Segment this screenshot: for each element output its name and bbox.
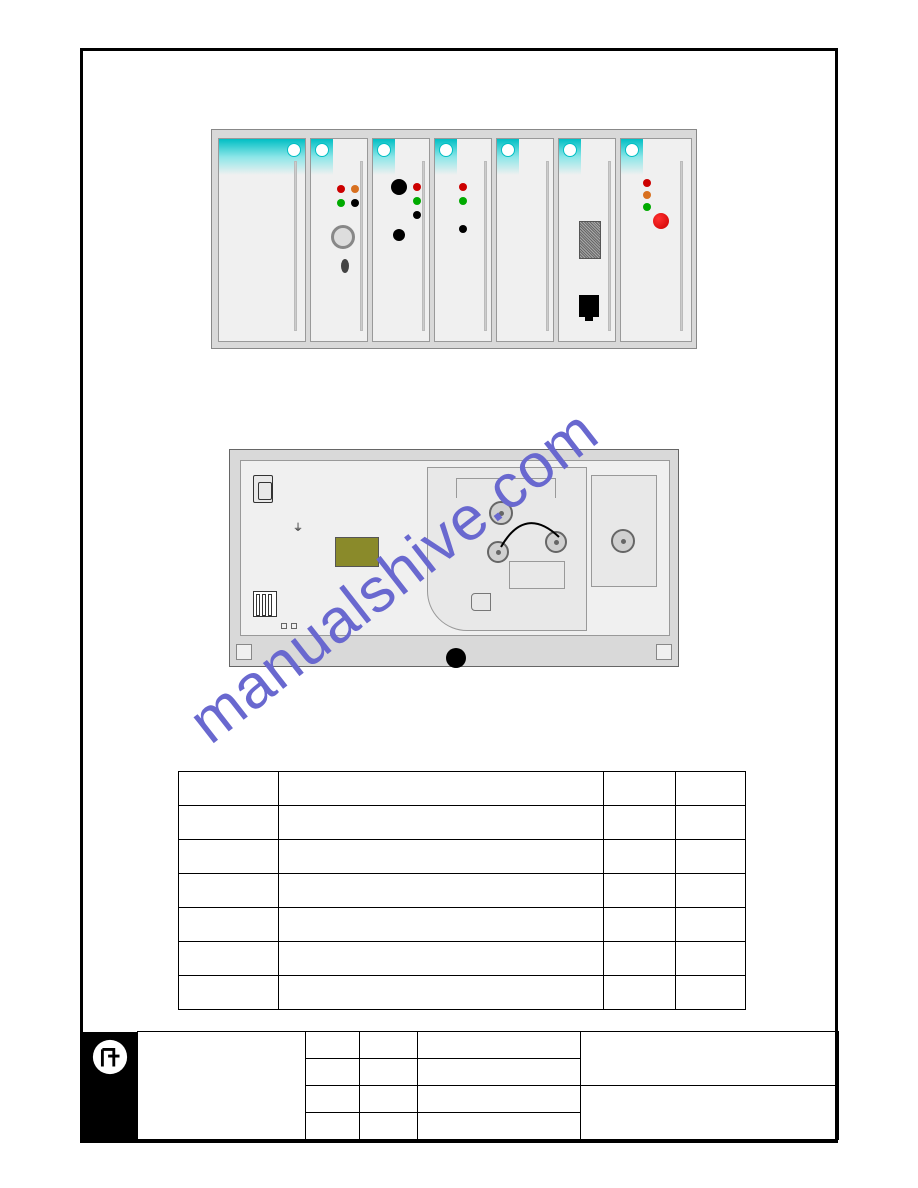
screw-icon xyxy=(281,623,287,629)
led-green-icon xyxy=(413,197,421,205)
table-row xyxy=(179,806,746,840)
ethernet-jack-icon xyxy=(579,295,599,317)
logo-icon xyxy=(287,143,301,157)
slot-7 xyxy=(620,138,692,342)
company-logo-icon xyxy=(91,1038,129,1076)
slot-header xyxy=(559,139,581,175)
button-icon xyxy=(393,229,405,241)
slot-5 xyxy=(496,138,554,342)
lamp-icon xyxy=(341,259,349,273)
led-red-icon xyxy=(337,185,345,193)
led-green-icon xyxy=(643,203,651,211)
divider xyxy=(484,161,487,331)
rear-panel-diagram: ⏚ xyxy=(229,449,679,667)
logo-icon xyxy=(563,143,577,157)
divider xyxy=(546,161,549,331)
divider xyxy=(608,161,611,331)
slot-header xyxy=(219,139,305,175)
screw-icon xyxy=(291,623,297,629)
led-black-icon xyxy=(413,211,421,219)
divider xyxy=(422,161,425,331)
led-green-icon xyxy=(459,197,467,205)
slot-header xyxy=(311,139,333,175)
logo-icon xyxy=(377,143,391,157)
slot-1 xyxy=(218,138,306,342)
led-black-icon xyxy=(459,225,467,233)
db-connector-icon xyxy=(335,537,379,567)
led-red-icon xyxy=(643,179,651,187)
power-inlet-icon xyxy=(253,475,273,503)
led-red-icon xyxy=(413,183,421,191)
speaker-grille-icon xyxy=(579,221,601,259)
table-row xyxy=(179,942,746,976)
slot-6 xyxy=(558,138,616,342)
led-orange-icon xyxy=(643,191,651,199)
bar-icon xyxy=(509,561,565,589)
front-panel-diagram xyxy=(211,129,697,349)
logo-icon xyxy=(501,143,515,157)
slot-2 xyxy=(310,138,368,342)
title-block xyxy=(83,1032,835,1140)
table-row xyxy=(179,772,746,806)
page-border: manualshive.com xyxy=(80,48,838,1143)
rear-inner: ⏚ xyxy=(240,460,670,636)
stop-button-icon xyxy=(653,213,669,229)
parts-table xyxy=(178,771,746,1010)
slot-header xyxy=(435,139,457,175)
table-row xyxy=(179,976,746,1010)
slot-header xyxy=(373,139,395,175)
led-black-icon xyxy=(351,199,359,207)
coax-connector-icon xyxy=(611,529,635,553)
logo-icon xyxy=(625,143,639,157)
logo-icon xyxy=(439,143,453,157)
logo-icon xyxy=(315,143,329,157)
divider xyxy=(680,161,683,331)
cable-icon xyxy=(497,511,567,551)
divider xyxy=(360,161,363,331)
slot-opening-icon xyxy=(471,593,491,611)
fuse-box-icon xyxy=(253,591,277,617)
ground-icon: ⏚ xyxy=(293,519,305,531)
title-block-table xyxy=(137,1031,839,1140)
led-orange-icon xyxy=(351,185,359,193)
slot-header xyxy=(621,139,643,175)
table-row xyxy=(179,840,746,874)
corner-icon xyxy=(656,644,672,660)
big-button-icon xyxy=(391,179,407,195)
slot-header xyxy=(497,139,519,175)
slot-3 xyxy=(372,138,430,342)
title-logo-box xyxy=(83,1032,137,1140)
rotary-knob-icon xyxy=(331,225,355,249)
slot-4 xyxy=(434,138,492,342)
table-row xyxy=(179,908,746,942)
led-green-icon xyxy=(337,199,345,207)
led-red-icon xyxy=(459,183,467,191)
foot-icon xyxy=(446,648,466,668)
corner-icon xyxy=(236,644,252,660)
divider xyxy=(294,161,297,331)
table-row xyxy=(179,874,746,908)
